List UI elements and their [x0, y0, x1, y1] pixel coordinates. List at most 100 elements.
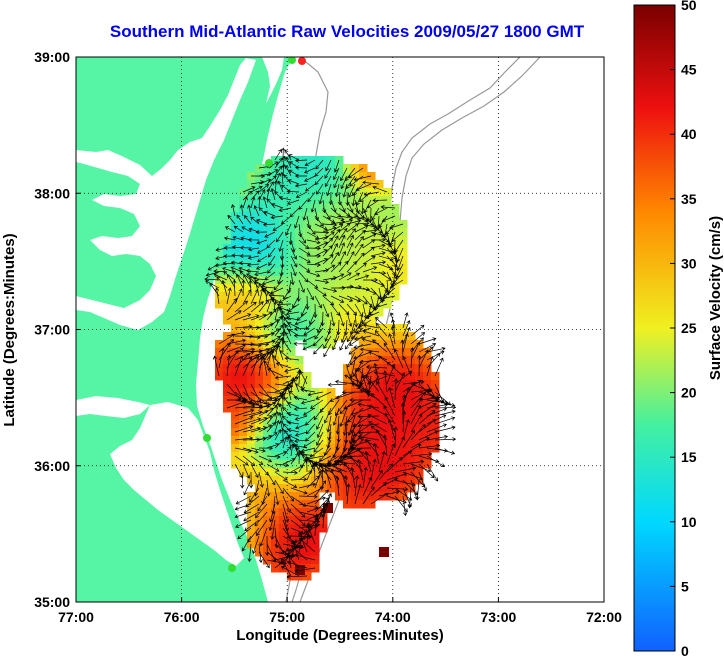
velocity-arrow: [304, 159, 316, 167]
velocity-arrow: [330, 243, 339, 257]
velocity-arrow: [353, 343, 372, 350]
velocity-arrow: [284, 367, 300, 373]
station-marker: [288, 57, 296, 64]
velocity-cell: [215, 348, 224, 357]
velocity-cell: [287, 172, 296, 181]
velocity-arrow: [258, 331, 275, 337]
velocity-arrow: [332, 335, 340, 351]
velocity-cell: [279, 284, 288, 293]
velocity-arrow: [234, 511, 252, 519]
velocity-cell: [319, 172, 328, 181]
velocity-arrow: [298, 482, 317, 489]
velocity-cell: [271, 436, 280, 445]
velocity-cell: [423, 364, 432, 373]
velocity-arrow: [344, 374, 364, 385]
velocity-cell: [351, 476, 360, 485]
velocity-cell: [311, 492, 320, 501]
velocity-arrow: [227, 274, 236, 289]
velocity-arrow: [402, 495, 408, 517]
velocity-arrow: [378, 490, 400, 497]
colorbar-tick-label: 0: [681, 643, 689, 659]
velocity-cell: [383, 460, 392, 469]
velocity-arrow: [282, 511, 290, 532]
velocity-arrow: [243, 503, 260, 514]
velocity-cell: [383, 196, 392, 205]
velocity-cell: [279, 276, 288, 285]
velocity-cell: [303, 452, 312, 461]
velocity-arrow: [322, 245, 333, 257]
velocity-cell: [287, 340, 296, 349]
velocity-arrow: [303, 407, 316, 416]
velocity-arrow: [226, 310, 242, 321]
colorbar-tick-label: 40: [681, 126, 697, 142]
albemarle-sound: [76, 396, 150, 418]
velocity-cell: [303, 540, 312, 549]
velocity-cell: [263, 212, 272, 221]
velocity-cell: [367, 324, 376, 333]
velocity-arrow: [235, 495, 252, 505]
velocity-arrow: [278, 403, 284, 417]
velocity-cell: [287, 428, 296, 437]
velocity-arrow: [340, 175, 348, 190]
velocity-arrow: [287, 178, 300, 185]
velocity-arrow: [295, 191, 308, 199]
velocity-cell: [215, 284, 224, 293]
velocity-arrow: [355, 183, 372, 192]
velocity-arrow: [362, 466, 368, 489]
velocity-cell: [223, 364, 232, 373]
velocity-cell: [231, 292, 240, 301]
velocity-arrow: [298, 537, 316, 553]
velocity-arrow: [266, 471, 276, 486]
velocity-arrow: [372, 339, 388, 353]
y-tick-label: 38:00: [34, 185, 70, 201]
velocity-arrow: [354, 225, 369, 233]
velocity-arrow: [258, 288, 265, 305]
velocity-cell: [343, 236, 352, 245]
velocity-arrow: [343, 475, 348, 497]
velocity-arrow: [369, 303, 380, 316]
velocity-arrow: [227, 214, 236, 225]
velocity-cell: [231, 372, 240, 381]
velocity-cell: [263, 412, 272, 421]
velocity-arrow: [298, 458, 307, 473]
velocity-cell: [287, 324, 296, 333]
velocity-cell: [223, 308, 232, 317]
velocity-cell: [223, 244, 232, 253]
velocity-arrow: [223, 245, 236, 250]
velocity-cell: [415, 372, 424, 381]
velocity-arrow: [306, 464, 315, 481]
velocity-cell: [279, 428, 288, 437]
velocity-arrow: [294, 431, 308, 437]
velocity-arrow: [386, 443, 396, 465]
velocity-arrow: [378, 271, 392, 281]
velocity-arrow: [248, 247, 260, 252]
velocity-cell: [247, 268, 256, 277]
velocity-cell: [239, 204, 248, 213]
velocity-arrow: [396, 255, 404, 271]
colorbar: 0 5 10 15 20 25 30 35 40 45 50 Surface Velocity (c…: [633, 0, 724, 659]
velocity-arrow: [306, 523, 316, 545]
velocity-arrow: [314, 215, 324, 227]
map-area[interactable]: [76, 56, 604, 602]
velocity-arrow: [387, 419, 396, 441]
velocity-arrow: [370, 469, 383, 489]
velocity-arrow: [243, 479, 252, 496]
velocity-cell: [271, 212, 280, 221]
velocity-cell: [263, 508, 272, 517]
velocity-arrow: [379, 295, 396, 301]
velocity-arrow: [278, 295, 292, 303]
velocity-arrow: [364, 311, 380, 319]
velocity-arrow: [410, 424, 426, 441]
velocity-cell: [391, 324, 400, 333]
velocity-cell: [367, 380, 376, 389]
velocity-cell: [255, 268, 264, 277]
velocity-cell: [343, 460, 352, 469]
velocity-arrow: [258, 415, 273, 425]
velocity-cell: [359, 380, 368, 389]
velocity-cell: [311, 468, 320, 477]
velocity-arrow: [392, 271, 404, 285]
velocity-arrow: [330, 207, 342, 218]
velocity-cell: [271, 204, 280, 213]
velocity-cell: [279, 324, 288, 333]
velocity-arrow: [280, 394, 285, 409]
